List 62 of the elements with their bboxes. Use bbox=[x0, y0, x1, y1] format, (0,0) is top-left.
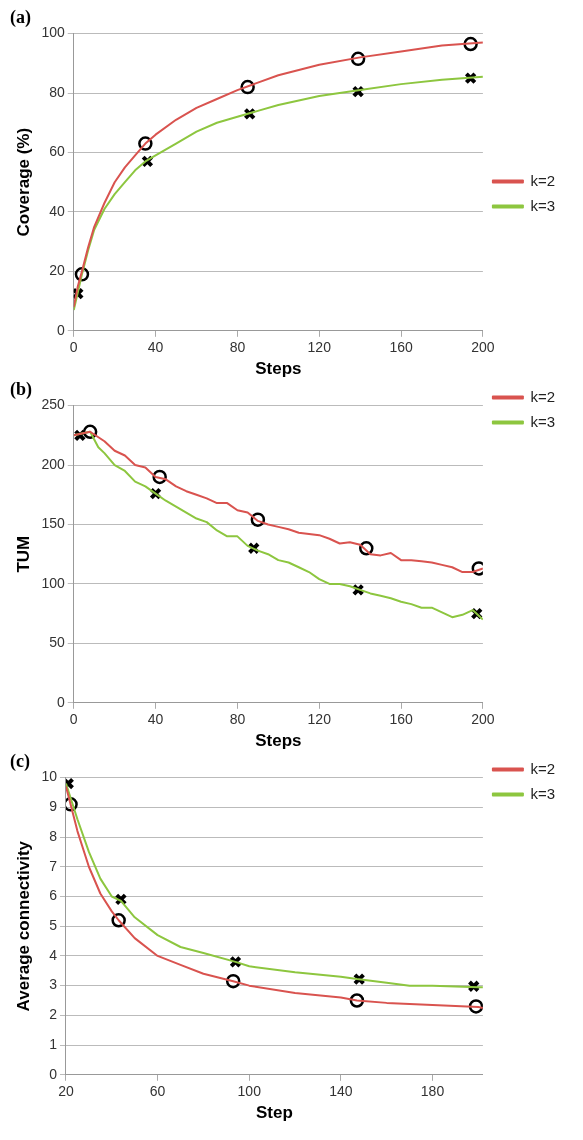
y-tick-label: 60 bbox=[49, 143, 65, 160]
legend-label: k=2 bbox=[530, 759, 556, 777]
legend-label: k=3 bbox=[530, 784, 556, 802]
x-tick-label: 200 bbox=[471, 711, 495, 728]
x-tick-label: 200 bbox=[471, 339, 495, 356]
y-tick-label: 3 bbox=[49, 976, 58, 993]
chart-title: (c) bbox=[10, 751, 30, 773]
x-axis-title: Step bbox=[256, 1103, 293, 1123]
legend-label: k=3 bbox=[530, 196, 556, 214]
point bbox=[240, 79, 255, 95]
legend-label: k=2 bbox=[530, 171, 556, 189]
y-tick-label: 80 bbox=[49, 83, 65, 100]
point bbox=[138, 136, 153, 151]
y-tick-label: 6 bbox=[49, 887, 58, 904]
point bbox=[359, 541, 374, 556]
y-tick-label: 5 bbox=[49, 917, 58, 934]
y-tick-label: 100 bbox=[41, 24, 65, 41]
x-tick-label: 100 bbox=[237, 1083, 262, 1100]
y-tick-label: 20 bbox=[49, 262, 65, 279]
point bbox=[114, 893, 128, 906]
x-tick-label: 160 bbox=[389, 339, 413, 356]
y-tick-label: 4 bbox=[49, 946, 58, 963]
x-tick-label: 120 bbox=[307, 711, 332, 728]
y-tick-label: 200 bbox=[41, 455, 65, 472]
x-tick-label: 40 bbox=[147, 711, 164, 728]
y-tick-label: 7 bbox=[49, 857, 58, 874]
y-tick-label: 0 bbox=[56, 321, 65, 338]
y-tick-label: 0 bbox=[56, 693, 65, 710]
x-tick-label: 80 bbox=[229, 711, 246, 728]
x-tick-label: 140 bbox=[329, 1083, 353, 1100]
y-tick-label: 40 bbox=[49, 202, 65, 219]
point bbox=[468, 999, 483, 1014]
y-axis-title: Average connectivity bbox=[13, 840, 33, 1012]
y-tick-label: 9 bbox=[49, 798, 58, 815]
y-tick-label: 2 bbox=[49, 1006, 58, 1023]
x-tick-label: 60 bbox=[149, 1083, 166, 1100]
y-tick-label: 100 bbox=[41, 574, 65, 591]
chart-title: (a) bbox=[10, 7, 31, 29]
y-tick-label: 8 bbox=[49, 827, 58, 844]
legend-label: k=3 bbox=[530, 412, 556, 430]
y-axis-title: TUM bbox=[13, 535, 33, 573]
x-tick-label: 0 bbox=[69, 711, 78, 728]
chart-title: (b) bbox=[10, 379, 32, 401]
x-tick-label: 180 bbox=[420, 1083, 445, 1100]
y-tick-label: 0 bbox=[49, 1065, 58, 1082]
legend-label: k=2 bbox=[530, 387, 556, 405]
point bbox=[350, 51, 366, 67]
x-tick-label: 160 bbox=[389, 711, 413, 728]
y-tick-label: 1 bbox=[49, 1035, 58, 1052]
y-axis-title: Coverage (%) bbox=[13, 127, 33, 237]
point bbox=[225, 973, 241, 989]
x-axis-title: Steps bbox=[255, 359, 302, 379]
y-tick-label: 250 bbox=[41, 396, 65, 413]
y-tick-label: 50 bbox=[49, 634, 65, 651]
x-tick-label: 0 bbox=[69, 339, 78, 356]
point bbox=[111, 913, 126, 928]
x-tick-label: 80 bbox=[229, 339, 246, 356]
x-tick-label: 40 bbox=[147, 339, 164, 356]
x-axis-title: Steps bbox=[255, 731, 302, 751]
y-tick-label: 150 bbox=[41, 515, 65, 532]
x-tick-label: 120 bbox=[307, 339, 332, 356]
y-tick-label: 10 bbox=[41, 768, 58, 785]
